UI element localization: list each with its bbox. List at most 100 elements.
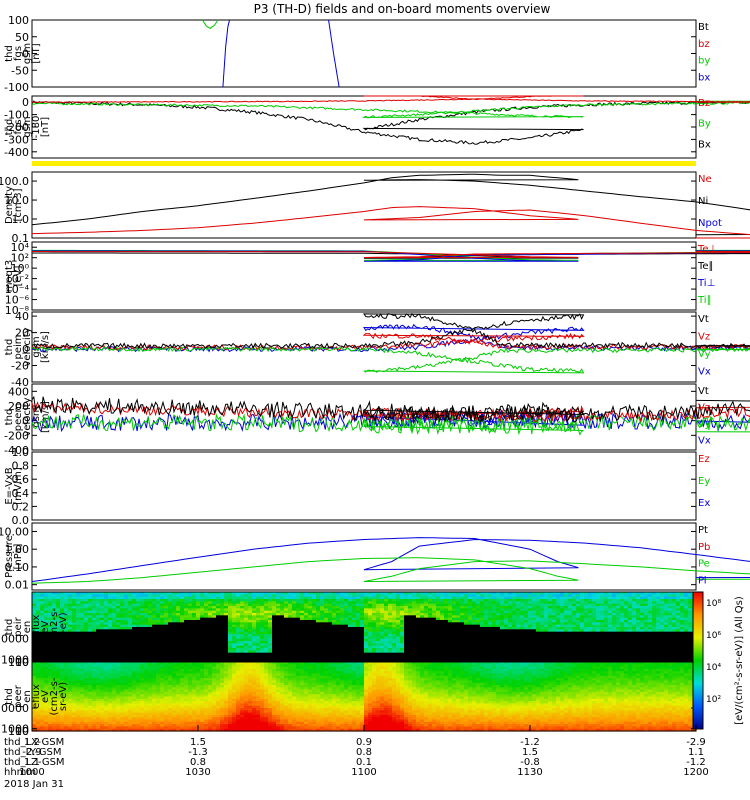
spectrogram-cell bbox=[344, 603, 349, 607]
spectrogram-cell bbox=[212, 659, 217, 663]
spectrogram-cell bbox=[644, 634, 649, 637]
spectrogram-cell bbox=[124, 631, 129, 635]
spectrogram-cell bbox=[360, 648, 365, 651]
spectrogram-cell bbox=[556, 655, 561, 658]
spectrogram-cell bbox=[140, 627, 145, 630]
spectrogram-cell bbox=[252, 624, 257, 628]
spectrogram-cell bbox=[420, 592, 425, 595]
spectrogram-cell bbox=[296, 629, 301, 633]
spectrogram-cell bbox=[252, 655, 257, 658]
spectrogram-cell bbox=[32, 594, 37, 598]
spectrogram-cell bbox=[160, 599, 165, 602]
spectrogram-cell bbox=[568, 596, 573, 600]
spectrogram-cell bbox=[160, 634, 165, 637]
spectrogram-cell bbox=[92, 631, 97, 635]
spectrogram-cell bbox=[484, 603, 489, 607]
spectrogram-cell bbox=[136, 643, 141, 647]
spectrogram-cell bbox=[268, 596, 273, 600]
spectrogram-cell bbox=[120, 596, 125, 600]
spectrogram-cell bbox=[332, 594, 337, 598]
spectrogram-cell bbox=[656, 659, 661, 663]
spectrogram-cell bbox=[88, 652, 93, 656]
spectrogram-cell bbox=[88, 620, 93, 623]
spectrogram-cell bbox=[400, 631, 405, 635]
spectrogram-cell bbox=[84, 631, 89, 635]
spectrogram-cell bbox=[180, 603, 185, 607]
spectrogram-cell bbox=[128, 652, 133, 656]
spectrogram-cell bbox=[512, 610, 517, 614]
spectrogram-cell bbox=[248, 624, 253, 628]
spectrogram-cell bbox=[496, 643, 501, 647]
spectrogram-cell bbox=[388, 596, 393, 600]
spectrogram-cell bbox=[148, 594, 153, 598]
spectrogram-cell bbox=[336, 606, 341, 609]
spectrogram-cell bbox=[244, 631, 249, 635]
spectrogram-cell bbox=[388, 627, 393, 630]
y-tick-label: 10.0 bbox=[5, 194, 30, 207]
spectrogram-cell bbox=[484, 613, 489, 616]
spectrogram-cell bbox=[300, 599, 305, 602]
spectrogram-cell bbox=[252, 594, 257, 598]
spectrogram-cell bbox=[448, 615, 453, 619]
spectrogram-cell bbox=[312, 645, 317, 649]
spectrogram-cell bbox=[440, 645, 445, 649]
spectrogram-cell bbox=[32, 652, 37, 656]
spectrogram-cell bbox=[552, 659, 557, 663]
spectrogram-cell bbox=[624, 645, 629, 649]
spectrogram-cell bbox=[524, 620, 529, 623]
spectrogram-cell bbox=[624, 617, 629, 621]
spectrogram-cell bbox=[284, 638, 289, 642]
spectrogram-cell bbox=[128, 617, 133, 621]
spectrogram-cell bbox=[572, 620, 577, 623]
spectrogram-cell bbox=[340, 610, 345, 614]
spectrogram-cell bbox=[376, 645, 381, 649]
spectrogram-cell bbox=[372, 617, 377, 621]
spectrogram-cell bbox=[64, 596, 69, 600]
spectrogram-cell bbox=[324, 594, 329, 598]
spectrogram-cell bbox=[144, 652, 149, 656]
y-tick-label: 0 bbox=[22, 96, 29, 109]
spectrogram-cell bbox=[220, 655, 225, 658]
spectrogram-cell bbox=[576, 615, 581, 619]
spectrogram-cell bbox=[56, 622, 61, 626]
spectrogram-cell bbox=[80, 634, 85, 637]
spectrogram-cell bbox=[608, 599, 613, 602]
spectrogram-cell bbox=[92, 599, 97, 602]
spectrogram-cell bbox=[244, 592, 249, 595]
spectrogram-cell bbox=[468, 615, 473, 619]
spectrogram-cell bbox=[644, 648, 649, 651]
spectrogram-cell bbox=[76, 634, 81, 637]
spectrogram-cell bbox=[608, 624, 613, 628]
spectrogram-cell bbox=[632, 659, 637, 663]
spectrogram-cell bbox=[424, 659, 429, 663]
spectrogram-cell bbox=[548, 599, 553, 602]
spectrogram-cell bbox=[284, 650, 289, 654]
spectrogram-cell bbox=[140, 592, 145, 595]
spectrogram-cell bbox=[384, 620, 389, 623]
spectrogram-cell bbox=[280, 659, 285, 663]
spectrogram-cell bbox=[156, 643, 161, 647]
spectrogram-cell bbox=[532, 657, 537, 661]
spectrogram-cell bbox=[176, 645, 181, 649]
spectrogram-cell bbox=[504, 659, 509, 663]
spectrogram-cell bbox=[84, 608, 89, 612]
spectrogram-cell bbox=[376, 650, 381, 654]
panel-frame bbox=[31, 311, 697, 383]
spectrogram-cell bbox=[640, 592, 645, 595]
spectrogram-cell bbox=[416, 606, 421, 609]
spectrogram-cell bbox=[412, 650, 417, 654]
spectrogram-cell bbox=[484, 636, 489, 640]
spectrogram-cell bbox=[244, 657, 249, 661]
spectrogram-cell bbox=[380, 617, 385, 621]
spectrogram-cell bbox=[508, 650, 513, 654]
series-Te⊥ bbox=[32, 251, 750, 258]
spectrogram-cell bbox=[652, 594, 657, 598]
spectrogram-cell bbox=[236, 659, 241, 663]
spectrogram-cell bbox=[236, 655, 241, 658]
spectrogram-cell bbox=[472, 613, 477, 616]
spectrogram-cell bbox=[396, 624, 401, 628]
spectrogram-cell bbox=[240, 601, 245, 605]
spectrogram-cell bbox=[36, 592, 41, 595]
spectrogram-cell bbox=[200, 643, 205, 647]
spectrogram-cell bbox=[168, 610, 173, 614]
